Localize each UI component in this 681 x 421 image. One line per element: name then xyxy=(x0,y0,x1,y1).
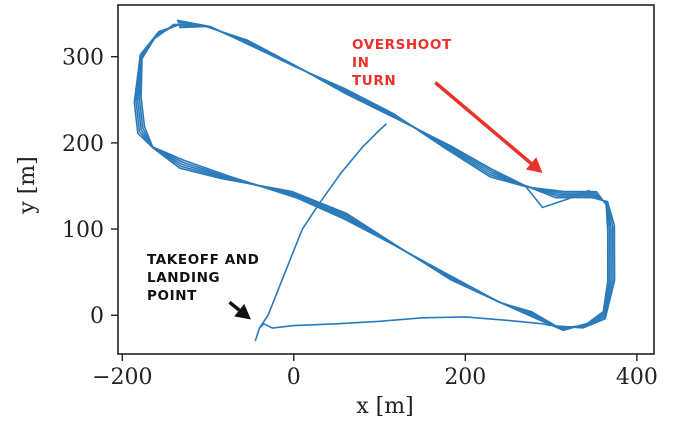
takeoff-arrow-shaft xyxy=(228,300,241,312)
annotation-overshoot-line-2: IN xyxy=(352,55,370,71)
annotation-takeoff-line-1: TAKEOFF AND xyxy=(147,252,259,268)
ground-trace xyxy=(254,316,552,342)
takeoff-arrow-head xyxy=(234,303,251,320)
axis-ticks: −200 0 200 400 0 100 200 300 xyxy=(62,46,658,390)
y-axis-label: y [m] xyxy=(15,156,40,214)
x-tick-label-2: 200 xyxy=(444,365,486,390)
overshoot-arrow-head xyxy=(525,157,543,174)
annotation-arrows xyxy=(228,81,543,320)
annotation-takeoff-line-2: LANDING xyxy=(147,270,220,286)
overshoot-arrow-shaft xyxy=(434,81,533,165)
annotation-takeoff: TAKEOFF AND LANDING POINT xyxy=(147,252,259,304)
y-tick-label-2: 200 xyxy=(62,132,104,157)
x-tick-label-1: 0 xyxy=(287,365,301,390)
annotation-overshoot-line-1: OVERSHOOT xyxy=(352,37,452,53)
y-tick-label-0: 0 xyxy=(90,304,104,329)
y-tick-label-3: 300 xyxy=(62,46,104,71)
annotation-overshoot: OVERSHOOT IN TURN xyxy=(352,37,452,89)
climb-trace xyxy=(258,123,387,329)
plot-frame xyxy=(117,4,655,355)
x-axis-label: x [m] xyxy=(356,394,413,419)
y-tick-label-1: 100 xyxy=(62,218,104,243)
loop-trace-4 xyxy=(133,19,609,332)
annotation-takeoff-line-3: POINT xyxy=(147,288,197,304)
overshoot-trace xyxy=(524,185,590,209)
annotation-overshoot-line-3: TURN xyxy=(352,73,396,89)
x-tick-label-0: −200 xyxy=(92,365,152,390)
x-tick-label-3: 400 xyxy=(616,365,658,390)
trajectory-traces xyxy=(133,19,616,342)
